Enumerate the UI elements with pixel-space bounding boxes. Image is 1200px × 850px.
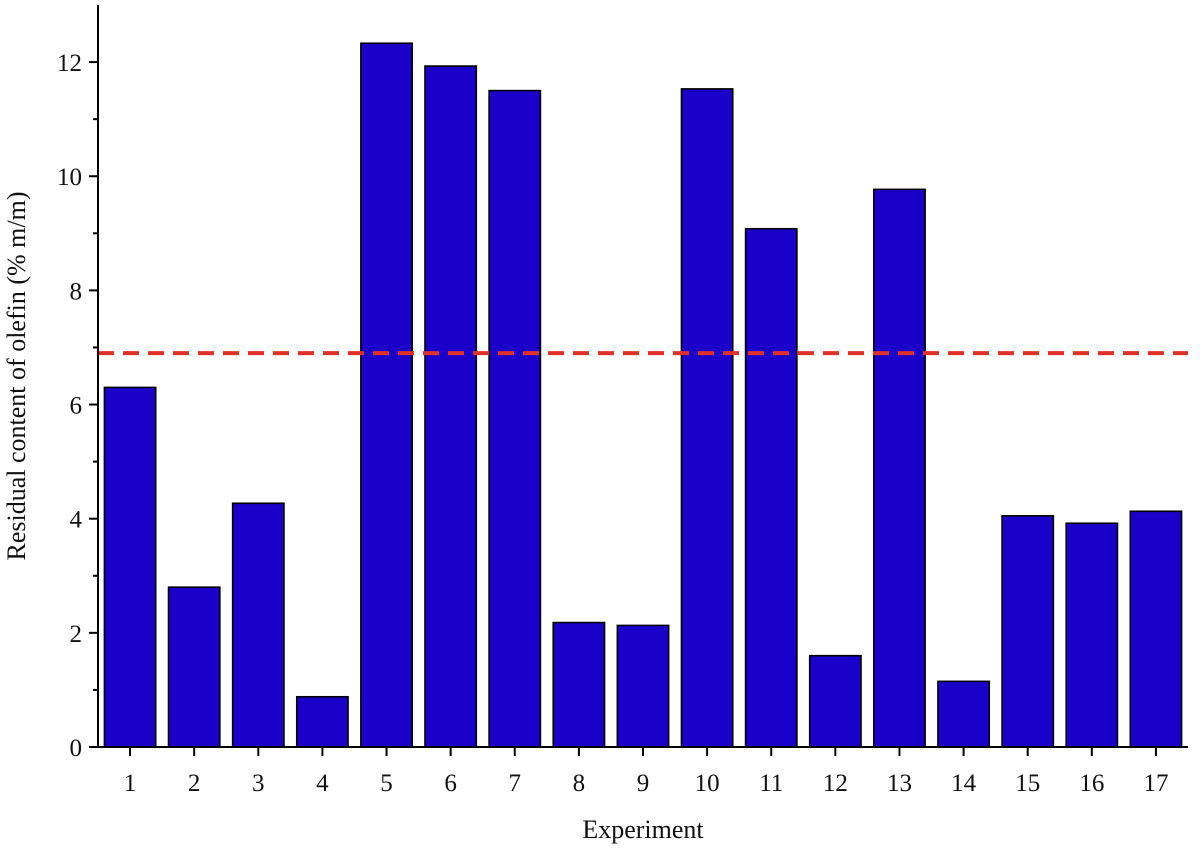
bar-17	[1129, 510, 1183, 748]
bars-group	[103, 42, 1183, 748]
x-tick-label: 16	[1079, 770, 1104, 797]
y-tick-label: 4	[70, 507, 83, 534]
x-axis-title: Experiment	[582, 815, 704, 844]
bar-11	[744, 227, 798, 748]
x-tick-label: 13	[887, 770, 912, 797]
bar-5	[360, 42, 413, 748]
bar-12	[808, 654, 862, 748]
x-tick-label: 15	[1015, 770, 1040, 797]
y-tick-label: 2	[70, 621, 83, 648]
y-ticks: 0 2 4 6 8 10 12	[57, 50, 98, 762]
bar-9	[616, 624, 670, 748]
x-ticks: 1 2 3 4 5 6 7 8 9 10 11 12 13 14 15 16 17	[124, 747, 1168, 797]
x-tick-label: 3	[252, 770, 265, 797]
y-tick-label: 6	[70, 393, 83, 420]
bar-14	[937, 680, 991, 748]
bar-3	[231, 502, 285, 748]
y-tick-label: 12	[57, 50, 82, 77]
x-tick-label: 10	[695, 770, 720, 797]
bar-13	[873, 188, 926, 748]
x-tick-label: 6	[444, 770, 457, 797]
bar-6	[424, 65, 478, 748]
x-tick-label: 12	[823, 770, 848, 797]
x-tick-label: 17	[1143, 770, 1168, 797]
bar-7	[488, 89, 542, 748]
x-tick-label: 7	[509, 770, 522, 797]
bar-15	[1001, 515, 1055, 748]
x-tick-label: 8	[573, 770, 586, 797]
x-tick-label: 9	[637, 770, 650, 797]
x-tick-label: 2	[188, 770, 201, 797]
x-tick-label: 4	[316, 770, 329, 797]
x-tick-label: 14	[951, 770, 977, 797]
x-tick-label: 1	[124, 770, 137, 797]
bar-4	[295, 695, 349, 748]
bar-2	[167, 586, 221, 748]
bar-16	[1065, 522, 1119, 748]
x-tick-label: 11	[759, 770, 783, 797]
y-axis-title: Residual content of olefin (% m/m)	[2, 192, 31, 561]
y-tick-label: 10	[57, 164, 82, 191]
y-tick-label: 8	[70, 278, 83, 305]
bar-10	[680, 88, 734, 748]
bar-8	[552, 621, 606, 748]
x-tick-label: 5	[380, 770, 393, 797]
y-tick-label: 0	[70, 735, 83, 762]
bar-1	[103, 386, 157, 748]
